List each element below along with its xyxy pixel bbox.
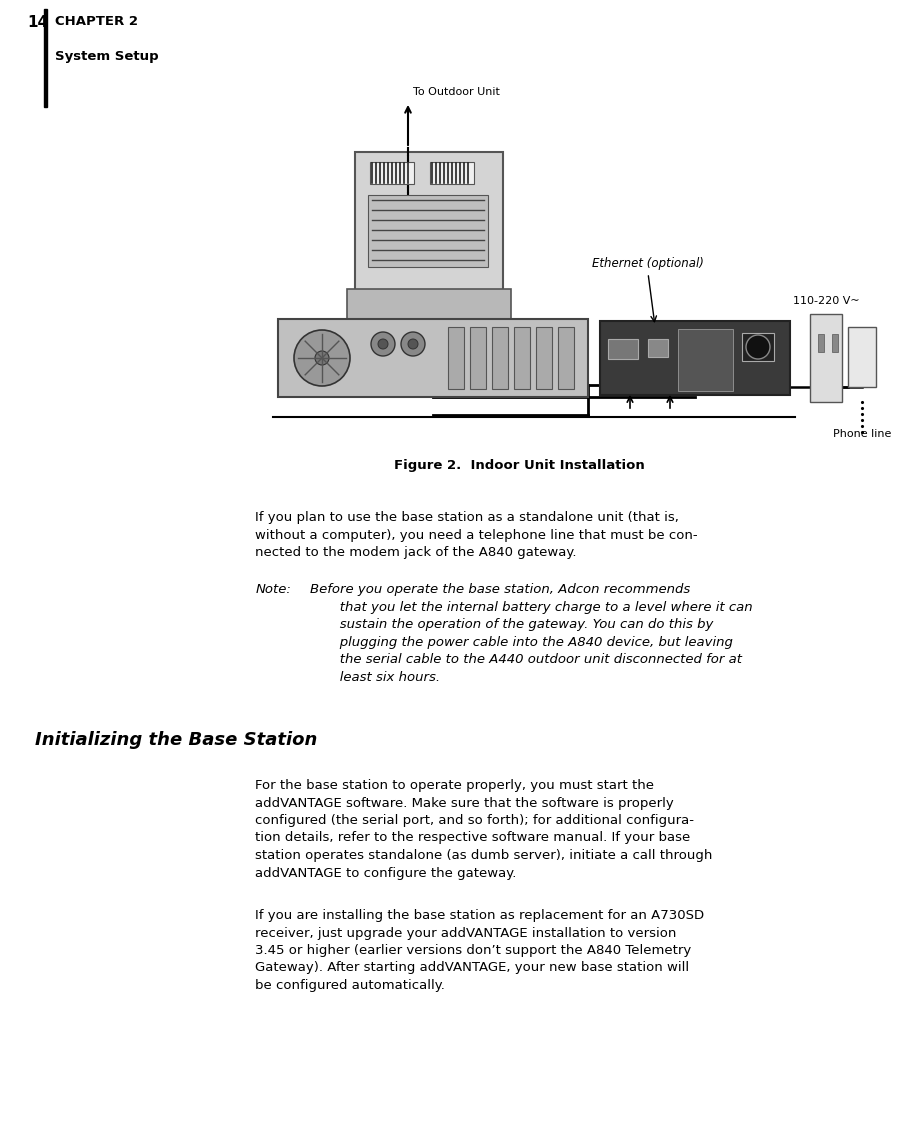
Bar xyxy=(278,319,588,397)
Circle shape xyxy=(401,332,425,356)
Bar xyxy=(648,339,667,357)
Bar xyxy=(370,162,414,184)
Circle shape xyxy=(314,351,329,365)
Circle shape xyxy=(377,339,387,349)
Bar xyxy=(346,289,510,319)
Text: Figure 2.  Indoor Unit Installation: Figure 2. Indoor Unit Installation xyxy=(394,459,644,472)
Text: Before you operate the base station, Adcon recommends
       that you let the in: Before you operate the base station, Adc… xyxy=(310,583,752,683)
Circle shape xyxy=(407,339,417,349)
Bar xyxy=(599,321,789,395)
Text: System Setup: System Setup xyxy=(55,50,159,64)
Bar xyxy=(742,333,773,361)
Circle shape xyxy=(745,335,769,359)
Text: 14: 14 xyxy=(27,15,48,29)
Text: For the base station to operate properly, you must start the
addVANTAGE software: For the base station to operate properly… xyxy=(255,779,712,880)
Circle shape xyxy=(293,330,350,386)
Text: Note:: Note: xyxy=(255,583,291,596)
Bar xyxy=(491,327,507,389)
Bar xyxy=(44,9,46,107)
Bar xyxy=(809,314,841,402)
Bar xyxy=(608,339,638,359)
Bar xyxy=(447,327,464,389)
Bar xyxy=(847,327,875,387)
Bar xyxy=(536,327,551,389)
Bar xyxy=(354,151,503,307)
Text: Phone line: Phone line xyxy=(832,429,890,439)
Circle shape xyxy=(371,332,394,356)
Text: 110-220 V~: 110-220 V~ xyxy=(792,296,858,306)
Bar xyxy=(514,327,529,389)
Text: To Outdoor Unit: To Outdoor Unit xyxy=(413,88,499,96)
Bar xyxy=(558,327,573,389)
Bar xyxy=(429,162,474,184)
Text: CHAPTER 2: CHAPTER 2 xyxy=(55,15,138,28)
Bar xyxy=(469,327,486,389)
Bar xyxy=(368,195,487,267)
Text: Ethernet (optional): Ethernet (optional) xyxy=(591,257,703,270)
Text: If you plan to use the base station as a standalone unit (that is,
without a com: If you plan to use the base station as a… xyxy=(255,511,697,559)
Bar xyxy=(831,334,837,352)
Bar xyxy=(817,334,824,352)
Text: Initializing the Base Station: Initializing the Base Station xyxy=(35,732,317,749)
Text: If you are installing the base station as replacement for an A730SD
receiver, ju: If you are installing the base station a… xyxy=(255,909,703,992)
Bar xyxy=(677,329,732,390)
